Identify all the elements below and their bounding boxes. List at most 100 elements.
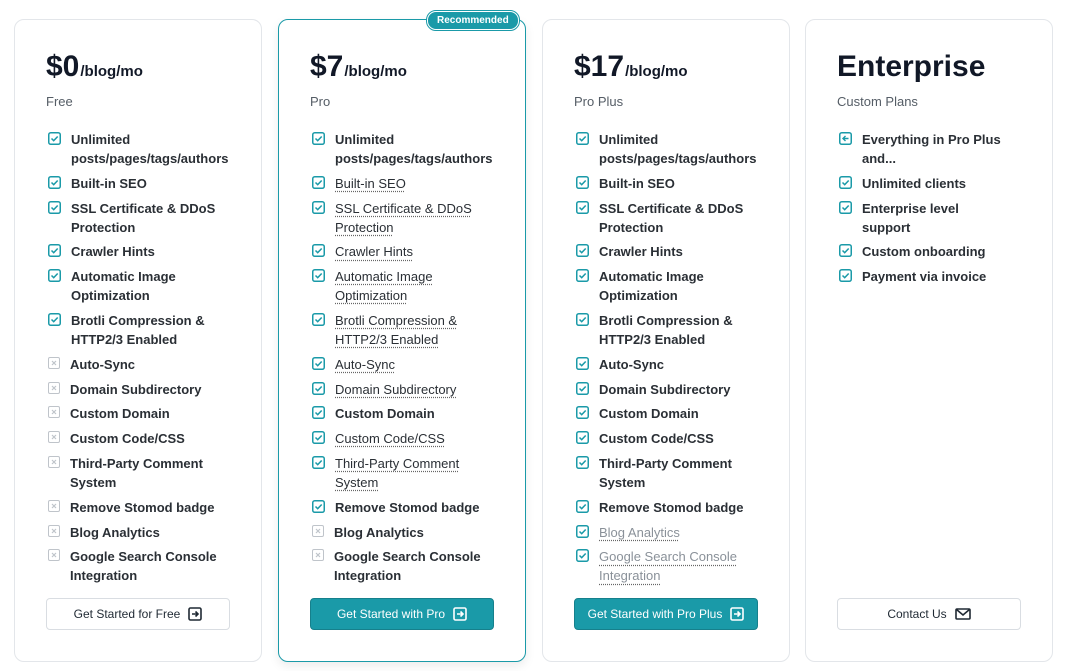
feature-item: SSL Certificate & DDoS Protection <box>574 199 789 237</box>
feature-text: Custom onboarding <box>862 242 1002 261</box>
feature-label: Custom Domain <box>599 406 699 422</box>
feature-icon <box>576 549 589 563</box>
feature-item: Auto-Sync <box>574 355 789 374</box>
cta-button[interactable]: Get Started for Free <box>46 598 230 630</box>
feature-icon <box>576 356 589 370</box>
feature-icon <box>312 269 325 283</box>
price: $17/blog/mo <box>574 50 789 86</box>
feature-icon <box>576 524 589 538</box>
feature-label: Unlimited posts/pages/tags/authors <box>335 132 493 166</box>
cta-button[interactable]: Contact Us <box>837 598 1021 630</box>
feature-text: SSL Certificate & DDoS Protection <box>599 199 764 237</box>
feature-icon <box>576 312 589 326</box>
feature-icon <box>312 356 325 370</box>
feature-icon <box>312 244 325 258</box>
feature-item: Crawler Hints <box>46 242 261 261</box>
feature-icon <box>312 431 325 445</box>
price: $0/blog/mo <box>46 50 261 86</box>
feature-icon <box>576 455 589 469</box>
price-period: /blog/mo <box>625 63 688 80</box>
feature-label: Brotli Compression & HTTP2/3 Enabled <box>335 312 458 347</box>
feature-label: Blog Analytics <box>334 524 424 540</box>
pricing-card: $17/blog/mo Pro Plus Unlimited posts/pages… <box>542 19 790 662</box>
feature-item: Brotli Compression & HTTP2/3 Enabled <box>574 311 789 349</box>
pricing-card: Enterprise Custom Plans Everything in Pro … <box>805 19 1053 662</box>
feature-item: Unlimited posts/pages/tags/authors <box>574 130 789 168</box>
feature-item: Custom Code/CSS <box>310 429 525 448</box>
feature-icon <box>48 549 60 562</box>
feature-item: Domain Subdirectory <box>574 380 789 399</box>
feature-text: Third-Party Comment System <box>70 454 235 492</box>
feature-item: Blog Analytics <box>310 523 525 542</box>
feature-icon <box>839 175 852 189</box>
feature-label: SSL Certificate & DDoS Protection <box>71 200 216 235</box>
cta-button[interactable]: Get Started with Pro Plus <box>574 598 758 630</box>
feature-text: Automatic Image Optimization <box>335 267 500 305</box>
feature-item: Third-Party Comment System <box>574 454 789 492</box>
feature-text: Custom Domain <box>335 404 500 423</box>
feature-icon <box>48 175 61 189</box>
feature-text: Custom Code/CSS <box>70 429 235 448</box>
feature-label: Built-in SEO <box>599 175 675 191</box>
plan-name: Free <box>46 94 73 109</box>
feature-item: Unlimited posts/pages/tags/authors <box>46 130 261 168</box>
feature-item: Crawler Hints <box>574 242 789 261</box>
feature-item: SSL Certificate & DDoS Protection <box>310 199 525 237</box>
feature-text: Third-Party Comment System <box>335 454 500 492</box>
feature-label: Google Search Console Integration <box>334 549 481 584</box>
feature-item: Custom Code/CSS <box>574 429 789 448</box>
feature-label: Custom Code/CSS <box>70 431 185 447</box>
feature-icon <box>48 132 61 145</box>
feature-text: Payment via invoice <box>862 267 1002 286</box>
cta-button[interactable]: Get Started with Pro <box>310 598 494 630</box>
feature-text: Crawler Hints <box>599 242 764 261</box>
feature-label: Third-Party Comment System <box>599 455 732 490</box>
feature-label: Third-Party Comment System <box>335 455 460 490</box>
feature-item: Payment via invoice <box>837 267 1052 286</box>
feature-text: Crawler Hints <box>335 242 500 261</box>
feature-icon <box>576 175 589 189</box>
feature-text: Unlimited posts/pages/tags/authors <box>71 130 236 168</box>
feature-text: Brotli Compression & HTTP2/3 Enabled <box>599 311 764 349</box>
price-amount: $17 <box>574 50 625 83</box>
feature-item: Automatic Image Optimization <box>46 267 261 305</box>
feature-label: Enterprise level support <box>862 200 959 235</box>
feature-label: Brotli Compression & HTTP2/3 Enabled <box>599 312 733 347</box>
plan-name: Pro Plus <box>574 94 624 109</box>
feature-label: Automatic Image Optimization <box>599 269 704 304</box>
price-amount: $0 <box>46 50 80 83</box>
pricing-card: Recommended $7/blog/mo Pro Unlimited posts/… <box>278 10 526 662</box>
feature-text: Custom Domain <box>70 404 235 423</box>
feature-list: Unlimited posts/pages/tags/authors Built-… <box>46 130 261 585</box>
button-icon <box>730 607 745 621</box>
feature-icon <box>312 175 325 189</box>
feature-item: Custom onboarding <box>837 242 1052 261</box>
feature-label: Everything in Pro Plus and... <box>862 132 1001 166</box>
feature-icon <box>312 549 324 562</box>
button-label: Contact Us <box>887 607 947 621</box>
feature-icon <box>48 524 60 537</box>
feature-item: Crawler Hints <box>310 242 525 261</box>
feature-text: Built-in SEO <box>599 174 764 193</box>
feature-text: Automatic Image Optimization <box>71 267 236 305</box>
feature-item: Google Search Console Integration <box>574 547 789 585</box>
feature-text: SSL Certificate & DDoS Protection <box>71 199 236 237</box>
feature-label: SSL Certificate & DDoS Protection <box>335 200 472 235</box>
price-period: /blog/mo <box>80 63 143 80</box>
feature-icon <box>48 200 61 214</box>
feature-icon <box>312 406 325 420</box>
feature-icon <box>48 356 60 369</box>
button-icon <box>453 607 467 621</box>
feature-text: Blog Analytics <box>334 523 499 542</box>
feature-text: Remove Stomod badge <box>599 498 764 517</box>
feature-item: Unlimited clients <box>837 174 1052 193</box>
feature-item: Blog Analytics <box>574 523 789 542</box>
feature-icon <box>839 200 852 214</box>
feature-text: Remove Stomod badge <box>335 498 500 517</box>
feature-label: Built-in SEO <box>335 175 406 191</box>
pricing-card: $0/blog/mo Free Unlimited posts/pages/tags… <box>14 19 262 662</box>
feature-item: Remove Stomod badge <box>310 498 525 517</box>
feature-label: Domain Subdirectory <box>335 381 457 397</box>
feature-icon <box>48 312 61 326</box>
